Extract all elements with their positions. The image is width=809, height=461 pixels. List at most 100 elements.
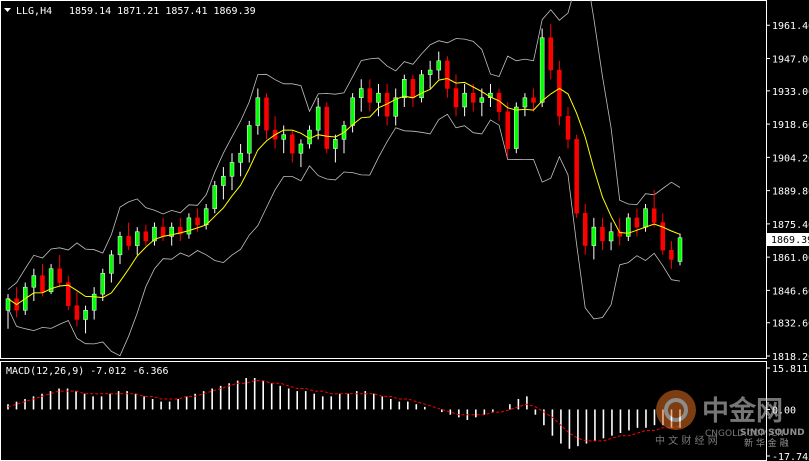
brand-logo-icon	[656, 390, 696, 430]
current-price-box	[767, 233, 809, 246]
brand-tagline: 中 文 财 经 网	[655, 434, 718, 447]
signal-line	[7, 380, 681, 442]
bull-candle	[83, 310, 88, 320]
bull-candle	[393, 97, 398, 117]
bull-candle	[246, 125, 252, 154]
bull-candle	[479, 97, 485, 103]
bull-candle	[608, 231, 614, 242]
bear-candle	[565, 115, 571, 140]
ohlc-readout: 1859.14 1871.21 1857.41 1869.39	[69, 6, 256, 17]
bull-candle	[436, 60, 442, 71]
macd-tick-label: -17.745	[772, 452, 809, 461]
bull-candle	[333, 139, 338, 149]
bull-candle	[134, 231, 140, 246]
price-tick-label: 1889.80	[772, 187, 809, 198]
bear-candle	[651, 208, 657, 223]
bull-candle	[5, 298, 11, 311]
bull-candle	[109, 254, 114, 274]
bull-candle	[539, 37, 545, 103]
current-price-tag: 1869.39	[767, 233, 809, 246]
bear-candle	[660, 222, 666, 251]
price-tick-label: 1961.40	[772, 21, 809, 32]
macd-tick-label: 0.00	[772, 405, 796, 416]
brand-logo-ring-icon	[664, 398, 688, 422]
macd-title: MACD(12,26,9) -7.012 -6.366	[6, 366, 169, 377]
bull-candle	[402, 79, 407, 99]
bull-candle	[419, 74, 424, 99]
bull-candle	[376, 92, 381, 103]
macd-axis: 15.811 0.00 -17.745	[766, 364, 809, 461]
bull-candle	[229, 162, 235, 177]
price-tick-label: 1933.00	[772, 87, 809, 98]
bear-candle	[367, 88, 373, 103]
bear-candle	[548, 37, 554, 71]
bear-candle	[264, 97, 269, 131]
partner-logo-text: SINO SOUND	[740, 428, 805, 438]
price-tick-label: 1918.60	[772, 120, 809, 131]
symbol-timeframe: LLG,H4	[16, 6, 52, 17]
price-tick-label: 1846.60	[772, 286, 809, 297]
bull-candle	[677, 237, 683, 262]
bollinger-bands	[7, 0, 681, 357]
bear-candle	[574, 139, 579, 214]
price-tick-label: 1861.00	[772, 253, 809, 264]
bear-candle	[74, 305, 80, 320]
bull-candle	[31, 275, 37, 288]
bull-candle	[48, 268, 54, 293]
main-chart-frame	[0, 0, 767, 359]
bull-candle	[350, 97, 355, 126]
chart-header: LLG,H4 1859.14 1871.21 1857.41 1869.39	[4, 6, 256, 17]
bear-candle	[445, 60, 450, 89]
bear-candle	[582, 213, 588, 246]
bear-candle	[160, 226, 166, 237]
bear-candle	[453, 88, 459, 108]
price-tick-label: 1904.20	[772, 153, 809, 164]
bull-candle	[203, 208, 209, 226]
macd-tick-label: 15.811	[772, 364, 808, 375]
bear-candle	[40, 275, 45, 293]
bull-candle	[522, 97, 528, 108]
bear-candle	[669, 249, 674, 260]
bear-candle	[505, 111, 510, 149]
price-tick-label: 1947.00	[772, 55, 809, 66]
bull-candle	[427, 69, 433, 75]
bear-candle	[410, 79, 416, 99]
bull-candle	[238, 152, 243, 163]
bull-candle	[643, 208, 648, 228]
bear-candle	[557, 69, 562, 117]
price-tick-label: 1832.60	[772, 319, 809, 330]
bull-candle	[91, 293, 97, 311]
current-price-label: 1869.39	[771, 235, 809, 246]
bollinger-lower	[7, 113, 681, 357]
bear-candle	[195, 217, 200, 226]
price-tick-label: 1875.40	[772, 220, 809, 231]
bull-candle	[358, 88, 364, 99]
bull-candle	[169, 226, 174, 237]
ma-line	[7, 77, 681, 306]
bear-candle	[600, 226, 605, 242]
partner-logo-sub: 新 华 金 融	[744, 437, 789, 449]
bear-candle	[531, 97, 536, 103]
bull-candle	[100, 273, 106, 295]
bull-candle	[212, 185, 218, 209]
bull-candle	[221, 176, 226, 186]
dropdown-triangle-icon[interactable]	[4, 8, 11, 12]
bear-candle	[143, 231, 149, 242]
bull-candle	[514, 106, 519, 149]
moving-average	[7, 77, 681, 306]
macd-signal-line	[7, 380, 681, 442]
bull-candle	[315, 106, 321, 131]
bull-candle	[298, 143, 304, 154]
price-tick-label: 1818.20	[772, 352, 809, 363]
bear-candle	[634, 217, 640, 228]
bear-candle	[126, 236, 131, 246]
bull-candle	[186, 217, 192, 235]
bull-candle	[626, 217, 631, 237]
bear-candle	[178, 226, 183, 235]
bull-candle	[117, 236, 123, 256]
bear-candle	[324, 106, 330, 149]
watermark: 中金网 CNGOLD.COM.CN 中 文 财 经 网 SINO SOUND 新…	[655, 390, 805, 449]
candles	[5, 23, 683, 334]
bull-candle	[152, 226, 157, 242]
